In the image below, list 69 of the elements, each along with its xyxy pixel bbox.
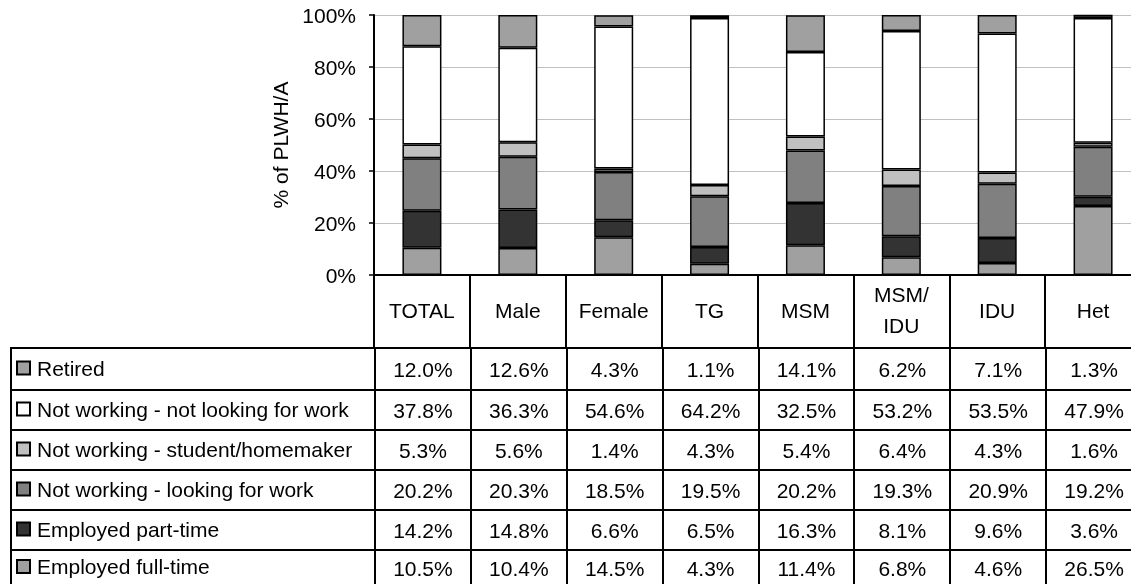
data-label: 26.5% <box>1064 556 1124 580</box>
y-tick-label: 80% <box>313 55 356 79</box>
data-label: 11.4% <box>777 556 836 580</box>
x-tick-label: IDU <box>979 298 1016 322</box>
data-label: 64.2% <box>680 399 741 422</box>
x-tick-label: TOTAL <box>389 298 455 322</box>
data-label: 7.1% <box>974 358 1023 381</box>
data-label: 10.4% <box>489 556 549 580</box>
data-label: 16.3% <box>776 519 837 542</box>
y-tick-label: 40% <box>313 159 356 183</box>
data-label: 4.3% <box>590 358 639 381</box>
data-label: 6.6% <box>590 519 639 542</box>
data-label: 19.5% <box>680 479 741 502</box>
data-label: 37.8% <box>393 399 453 422</box>
data-label: 14.1% <box>776 358 837 381</box>
legend-label: Not working - looking for work <box>37 477 315 501</box>
data-label: 1.4% <box>590 439 639 462</box>
data-label: 12.0% <box>393 358 453 381</box>
data-label: 18.5% <box>584 479 645 502</box>
legend-label: Retired <box>37 356 105 380</box>
data-label: 4.6% <box>974 556 1023 580</box>
x-tick-label: MSM/ IDU <box>873 283 929 337</box>
data-label: 1.6% <box>1070 439 1118 462</box>
data-label: 47.9% <box>1064 399 1124 422</box>
data-label: 20.2% <box>776 479 837 502</box>
data-label: 4.3% <box>686 439 735 462</box>
data-label: 19.3% <box>872 479 933 502</box>
data-label: 19.2% <box>1064 479 1124 502</box>
data-label: 6.8% <box>878 556 927 580</box>
data-label: 32.5% <box>776 399 837 422</box>
data-label: 20.9% <box>968 479 1028 502</box>
data-label: 4.3% <box>974 439 1023 462</box>
data-label: 5.4% <box>782 439 831 462</box>
data-label: 5.6% <box>494 439 543 462</box>
legend-label: Employed part-time <box>37 517 220 541</box>
data-label: 53.5% <box>968 399 1028 422</box>
data-label: 14.8% <box>489 519 549 542</box>
data-label: 54.6% <box>584 399 645 422</box>
y-tick-label: 20% <box>313 211 356 235</box>
data-label: 14.2% <box>393 519 453 542</box>
x-tick-label: MSM <box>780 298 830 322</box>
data-label: 1.3% <box>1070 358 1118 381</box>
data-label: 1.1% <box>686 358 735 381</box>
data-label: 14.5% <box>584 556 645 580</box>
x-tick-label: Het <box>1076 298 1110 322</box>
y-axis-title: % of PLWH/A <box>269 81 293 209</box>
data-label: 6.2% <box>878 358 927 381</box>
data-label: 3.6% <box>1070 519 1118 542</box>
legend-label: Not working - student/homemaker <box>37 437 353 461</box>
legend-label: Employed full-time <box>37 555 210 578</box>
data-label: 6.4% <box>878 439 927 462</box>
x-tick-label: Female <box>578 298 649 322</box>
y-tick-label: 0% <box>325 263 356 287</box>
data-label: 36.3% <box>489 399 549 422</box>
y-tick-label: 60% <box>313 107 356 131</box>
y-tick-label: 100% <box>302 3 356 27</box>
data-label: 5.3% <box>399 439 447 462</box>
x-tick-label: Male <box>495 298 541 322</box>
data-label: 20.2% <box>393 479 453 502</box>
x-tick-label: TG <box>694 298 725 322</box>
data-label: 9.6% <box>974 519 1023 542</box>
data-label: 53.2% <box>872 399 933 422</box>
data-label: 20.3% <box>489 479 549 502</box>
data-label: 10.5% <box>393 556 453 580</box>
data-label: 12.6% <box>489 358 549 381</box>
legend-label: Not working - not looking for work <box>37 397 350 421</box>
data-label: 6.5% <box>686 519 735 542</box>
data-label: 4.3% <box>686 556 735 580</box>
data-label: 8.1% <box>878 519 927 542</box>
